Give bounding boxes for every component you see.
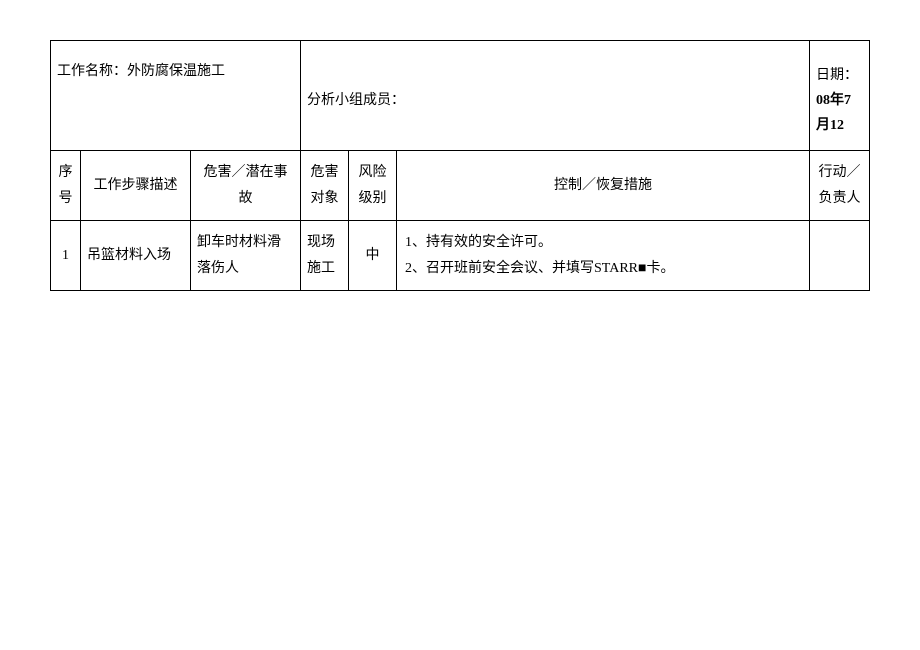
job-name-label: 工作名称：: [57, 64, 127, 79]
job-name-cell: 工作名称：外防腐保温施工: [51, 41, 301, 151]
col-action: 行动／负责人: [810, 151, 870, 221]
cell-seq: 1: [51, 221, 81, 291]
cell-risk: 中: [349, 221, 397, 291]
cell-measure: 1、持有效的安全许可。2、召开班前安全会议、并填写STARR■卡。: [397, 221, 810, 291]
cell-action: [810, 221, 870, 291]
col-target: 危害对象: [301, 151, 349, 221]
column-header-row: 序号 工作步骤描述 危害／潜在事故 危害对象 风险级别 控制／恢复措施 行动／负…: [51, 151, 870, 221]
col-seq: 序号: [51, 151, 81, 221]
date-cell: 日期： 08年7月12: [810, 41, 870, 151]
cell-hazard: 卸车时材料滑落伤人: [191, 221, 301, 291]
team-cell: 分析小组成员：: [301, 41, 810, 151]
col-hazard: 危害／潜在事故: [191, 151, 301, 221]
date-value: 08年7月12: [816, 93, 851, 133]
job-name-value: 外防腐保温施工: [127, 64, 225, 79]
jsa-table: 工作名称：外防腐保温施工 分析小组成员： 日期： 08年7月12 序号 工作步骤描…: [50, 40, 870, 291]
measure-text: 1、持有效的安全许可。2、召开班前安全会议、并填写STARR■卡。: [403, 230, 803, 280]
team-label: 分析小组成员：: [307, 93, 405, 108]
col-risk: 风险级别: [349, 151, 397, 221]
cell-target: 现场施工: [301, 221, 349, 291]
col-measure: 控制／恢复措施: [397, 151, 810, 221]
date-label: 日期：: [816, 68, 858, 83]
header-row: 工作名称：外防腐保温施工 分析小组成员： 日期： 08年7月12: [51, 41, 870, 151]
col-step: 工作步骤描述: [81, 151, 191, 221]
table-row: 1 吊篮材料入场 卸车时材料滑落伤人 现场施工 中 1、持有效的安全许可。2、召…: [51, 221, 870, 291]
cell-step: 吊篮材料入场: [81, 221, 191, 291]
